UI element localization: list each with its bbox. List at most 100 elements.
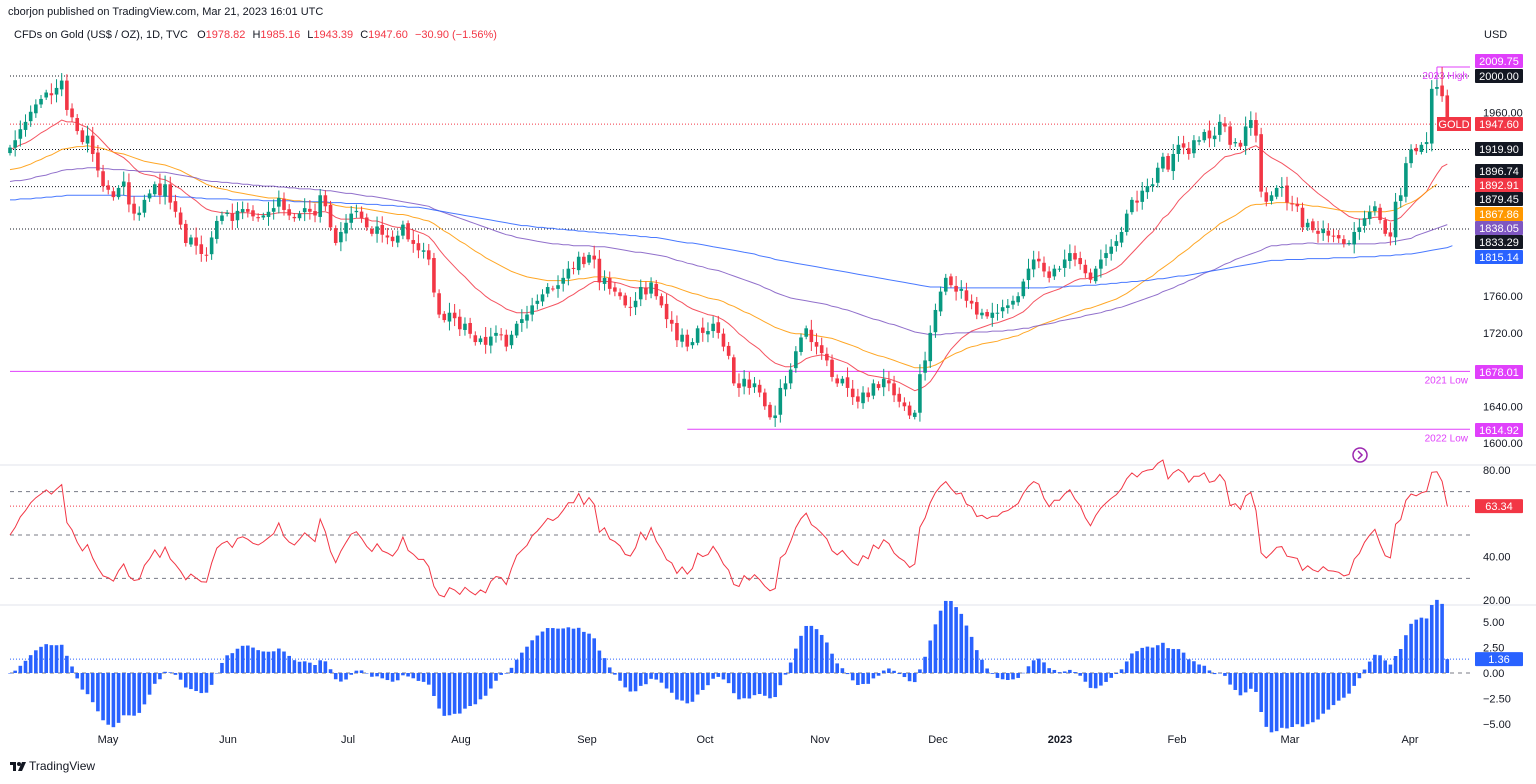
macd-bar — [1378, 655, 1382, 673]
candle-body — [985, 311, 989, 317]
macd-bar — [716, 673, 721, 677]
candle-body — [1388, 232, 1393, 237]
macd-bar — [1011, 673, 1015, 680]
candle-body — [664, 303, 669, 320]
candle-body — [220, 215, 224, 221]
macd-bar — [1068, 669, 1072, 673]
macd-bar — [1254, 673, 1258, 692]
price-tag-bg — [1475, 178, 1523, 192]
candle-body — [426, 250, 431, 260]
time-tick-label: Jun — [219, 734, 237, 746]
price-tag-bg — [1475, 142, 1523, 156]
macd-bar — [1021, 672, 1026, 674]
candle-body — [215, 220, 219, 239]
candle-body — [463, 323, 467, 330]
candle-body — [933, 309, 938, 333]
macd-bar — [680, 673, 684, 701]
candlesticks — [8, 67, 1450, 427]
macd-bar — [1243, 673, 1248, 693]
candle-body — [323, 195, 328, 207]
macd-bar — [871, 673, 876, 679]
macd-bar — [349, 673, 354, 675]
candle-body — [39, 98, 43, 105]
macd-bar — [1295, 673, 1300, 725]
candle-body — [1223, 123, 1227, 127]
candle-body — [1233, 142, 1238, 144]
candle-body — [1264, 192, 1269, 202]
candle-body — [649, 282, 653, 294]
macd-bar — [28, 655, 33, 673]
candle-body — [1342, 239, 1346, 244]
macd-bar — [395, 673, 400, 681]
price-tag-bg — [1475, 423, 1523, 437]
ma-line-ema-100 — [9, 167, 1448, 336]
candle-body — [1280, 187, 1284, 189]
macd-bar — [980, 659, 984, 673]
macd-bar — [881, 670, 886, 673]
macd-bar — [271, 651, 276, 673]
candle-body — [799, 337, 803, 352]
macd-bar — [809, 625, 814, 673]
macd-bar — [1414, 619, 1419, 673]
candle-body — [1362, 218, 1367, 226]
price-tag-bg — [1475, 54, 1523, 68]
macd-bar — [183, 673, 188, 688]
macd-bar — [892, 670, 896, 673]
candle-body — [1104, 253, 1108, 259]
ma-line-ema-50 — [9, 145, 1438, 369]
macd-bar — [23, 660, 28, 673]
tradingview-logo[interactable]: TradingView — [10, 759, 95, 773]
candle-body — [545, 287, 550, 294]
macd-bar — [938, 610, 943, 673]
candle-body — [995, 312, 1000, 314]
macd-bar — [359, 670, 364, 673]
macd-bar — [897, 673, 902, 675]
candle-body — [1414, 147, 1419, 152]
time-tick-label: Nov — [810, 734, 830, 746]
candle-body — [308, 208, 312, 212]
macd-bar — [1388, 664, 1393, 673]
candle-body — [887, 380, 891, 384]
moving-averages — [9, 119, 1453, 392]
macd-bar — [1119, 669, 1124, 673]
price-tag-label: 1838.05 — [1479, 223, 1519, 235]
macd-bar — [1197, 664, 1201, 673]
candle-body — [638, 287, 643, 300]
price-tag-label: 1833.29 — [1479, 237, 1519, 249]
level-layer: 2023 High 2021 Low 2022 Low — [10, 66, 1470, 444]
candle-body — [34, 104, 38, 114]
candle-body — [1155, 167, 1160, 183]
price-tag-bg — [1475, 164, 1523, 178]
candle-body — [1367, 211, 1372, 219]
brand-text: TradingView — [29, 759, 96, 773]
candle-body — [271, 208, 276, 212]
candle-body — [866, 392, 871, 398]
time-tick-label: Apr — [1401, 734, 1418, 746]
macd-bar — [34, 650, 38, 673]
candle-body — [85, 135, 90, 144]
macd-bar — [969, 636, 974, 673]
time-tick-label: Jul — [341, 734, 355, 746]
candle-body — [1393, 201, 1398, 238]
macd-bar — [1130, 653, 1134, 673]
macd-bar — [1031, 660, 1036, 673]
candle-body — [1114, 241, 1119, 246]
candle-body — [1326, 230, 1331, 236]
candle-body — [902, 402, 907, 407]
macd-bar — [778, 673, 783, 686]
macd-bar — [59, 644, 64, 673]
macd-bar — [1274, 673, 1279, 732]
macd-bar — [783, 673, 788, 675]
macd-bar — [902, 673, 907, 678]
price-tag-label: 1815.14 — [1479, 252, 1519, 264]
macd-bar — [788, 662, 793, 673]
macd-tick-label: 2.50 — [1483, 643, 1504, 655]
macd-bar — [933, 624, 938, 673]
macd-bar — [695, 673, 700, 695]
macd-bar — [96, 673, 100, 712]
candle-body — [695, 328, 700, 343]
rsi-tick-label: 40.00 — [1483, 552, 1511, 564]
macd-bar — [235, 648, 240, 673]
